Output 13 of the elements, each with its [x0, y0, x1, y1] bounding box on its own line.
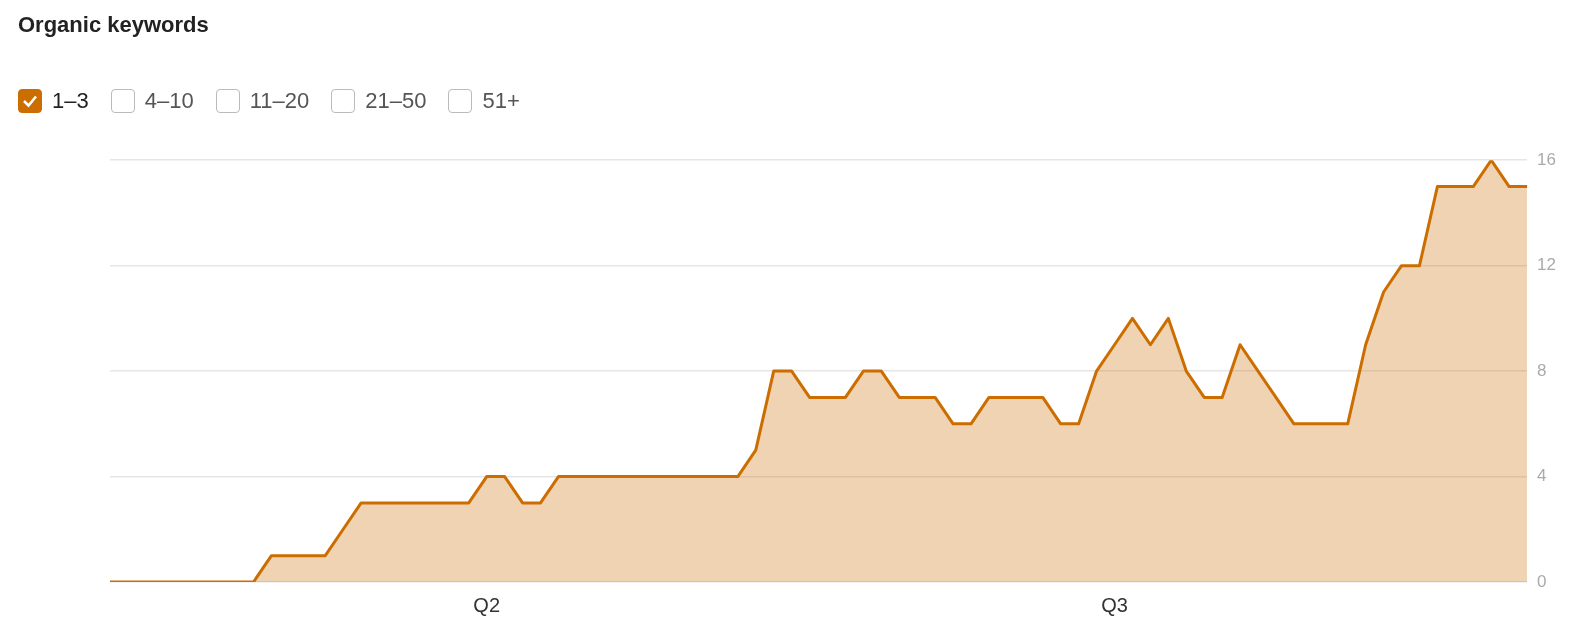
- y-tick-label: 8: [1537, 360, 1547, 380]
- legend-label: 11–20: [249, 88, 310, 114]
- legend-label: 4–10: [144, 88, 194, 114]
- y-tick-label: 0: [1537, 571, 1547, 591]
- legend-label: 21–50: [365, 88, 427, 114]
- legend-label: 51+: [482, 88, 520, 114]
- x-tick-label: Q2: [473, 593, 501, 616]
- y-tick-label: 4: [1537, 466, 1547, 486]
- y-tick-label: 12: [1537, 255, 1557, 275]
- y-tick-label: 16: [1537, 149, 1557, 169]
- chart-title: Organic keywords: [18, 12, 209, 38]
- x-tick-label: Q3: [1101, 593, 1128, 616]
- legend-label: 1–3: [52, 88, 89, 114]
